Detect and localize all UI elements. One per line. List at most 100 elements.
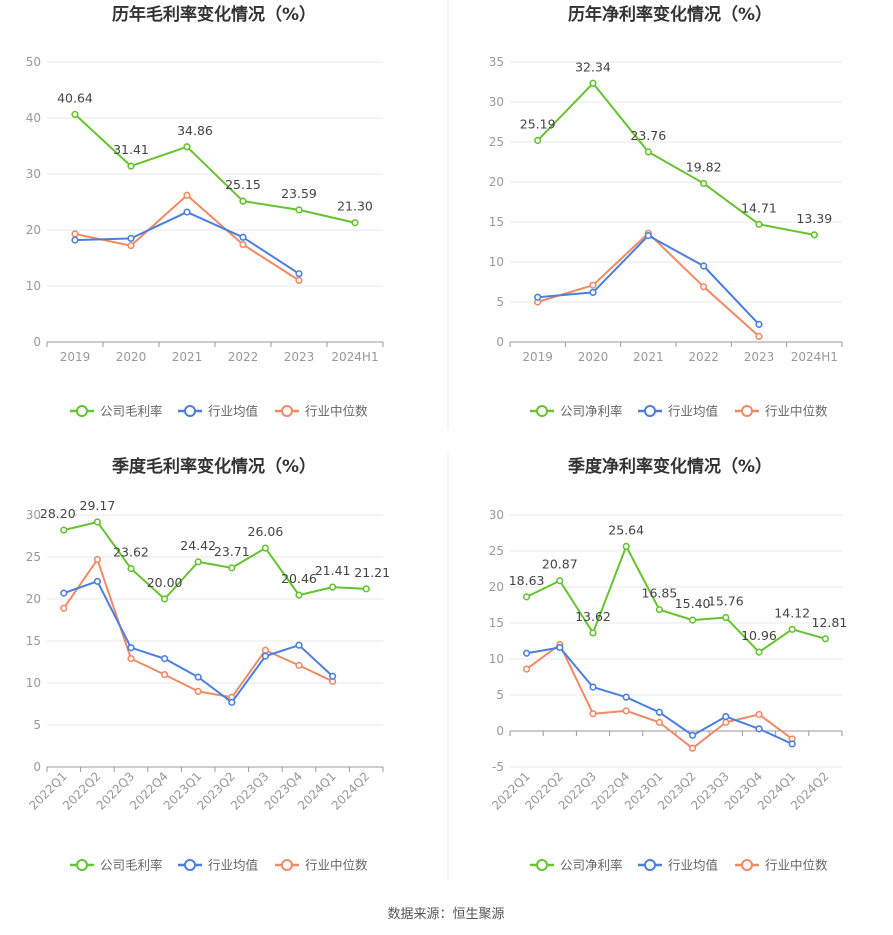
data-point-company [622, 542, 630, 550]
x-tick-label: 2020 [578, 350, 609, 364]
y-tick-label: 10 [489, 652, 504, 666]
data-point-company [755, 648, 763, 656]
data-point-company [556, 577, 564, 585]
data-point-median [194, 687, 202, 696]
data-point-median [522, 665, 531, 673]
data-label: 25.19 [520, 116, 556, 131]
data-point-avg [329, 672, 337, 680]
data-point-median [688, 744, 697, 752]
legend-item-avg: 行业均值 [178, 858, 258, 873]
data-point-company [351, 219, 359, 227]
data-point-median [295, 661, 303, 669]
y-tick-label: 20 [489, 175, 504, 189]
x-tick-label: 2019 [522, 350, 553, 364]
y-tick-label: 5 [33, 718, 41, 732]
series-line-median [526, 643, 793, 750]
series-line-company [526, 545, 826, 654]
legend-label: 行业均值 [208, 404, 258, 419]
legend-marker [76, 859, 88, 871]
data-point-company [183, 143, 191, 151]
x-tick-label: 2021 [633, 350, 664, 364]
data-point-company [127, 564, 135, 573]
data-point-avg [183, 208, 191, 216]
y-tick-label: -5 [492, 760, 504, 774]
data-point-median [655, 718, 664, 726]
legend-marker [281, 405, 293, 417]
data-label: 25.15 [225, 177, 261, 192]
data-point-median [183, 191, 191, 199]
legend-item-company: 公司净利率 [530, 404, 623, 419]
y-tick-label: 15 [26, 634, 41, 648]
y-tick-label: 25 [26, 550, 41, 564]
y-tick-label: 10 [489, 255, 504, 269]
data-point-company [329, 583, 337, 591]
legend-marker [536, 405, 548, 417]
data-label: 23.59 [281, 186, 317, 201]
y-tick-label: 5 [496, 688, 504, 702]
data-point-avg [295, 270, 303, 278]
y-tick-label: 30 [26, 167, 41, 181]
data-point-company [788, 625, 796, 633]
data-point-company [295, 206, 303, 214]
data-point-company [700, 179, 708, 188]
data-label: 23.76 [630, 128, 666, 143]
legend-item-company: 公司毛利率 [70, 404, 163, 419]
legend-marker [536, 859, 548, 871]
data-label: 26.06 [248, 524, 284, 539]
series-line-avg [537, 234, 760, 326]
data-point-company [722, 613, 730, 622]
data-point-median [589, 281, 597, 289]
data-point-avg [644, 232, 652, 240]
data-label: 14.12 [774, 605, 810, 620]
data-point-avg [127, 234, 135, 242]
chart-title: 历年毛利率变化情况（%） [112, 4, 316, 25]
data-point-company [688, 616, 697, 624]
data-point-median [93, 555, 101, 564]
data-point-median [261, 646, 270, 654]
data-point-avg [161, 655, 169, 663]
series-line-company [63, 520, 367, 600]
legend-item-company: 公司毛利率 [70, 858, 163, 873]
legend-label: 行业中位数 [305, 404, 368, 419]
data-point-median [589, 710, 597, 718]
data-point-company [522, 593, 531, 601]
data-label: 31.41 [113, 142, 149, 157]
data-point-median [127, 242, 135, 250]
series-line-avg [526, 646, 793, 745]
data-point-company [755, 220, 763, 228]
data-label: 28.20 [40, 506, 76, 521]
data-label: 24.42 [180, 538, 216, 553]
legend-item-median: 行业中位数 [735, 404, 828, 419]
data-point-avg [534, 293, 542, 301]
data-source: 数据来源：恒生聚源 [387, 907, 504, 922]
legend-label: 行业中位数 [305, 858, 368, 873]
data-label: 20.87 [542, 557, 578, 572]
data-point-avg [228, 698, 236, 706]
data-point-avg [295, 641, 303, 649]
legend-item-median: 行业中位数 [275, 404, 368, 419]
y-tick-label: 20 [489, 580, 504, 594]
data-point-avg [60, 589, 68, 597]
data-label: 32.34 [575, 59, 611, 74]
data-point-avg [71, 236, 79, 244]
legend-label: 公司毛利率 [100, 404, 163, 419]
data-point-median [60, 604, 68, 612]
data-label: 13.39 [796, 211, 832, 226]
legend-marker [741, 859, 753, 871]
y-tick-label: 25 [489, 544, 504, 558]
data-point-company [589, 629, 597, 637]
series-line-company [74, 113, 356, 224]
chart-title: 季度净利率变化情况（%） [568, 456, 772, 477]
data-point-avg [755, 725, 763, 733]
data-label: 12.81 [812, 615, 848, 630]
chart-4: 季度净利率变化情况（%）-50510152025302022Q12022Q220… [489, 456, 848, 873]
data-point-avg [622, 693, 630, 701]
legend-marker [644, 859, 656, 871]
y-tick-label: 40 [26, 111, 41, 125]
y-tick-label: 30 [489, 508, 504, 522]
legend-label: 公司净利率 [560, 858, 623, 873]
x-tick-label: 2019 [60, 350, 91, 364]
legend-item-company: 公司净利率 [530, 858, 623, 873]
data-label: 21.41 [315, 563, 351, 578]
y-tick-label: 5 [496, 295, 504, 309]
